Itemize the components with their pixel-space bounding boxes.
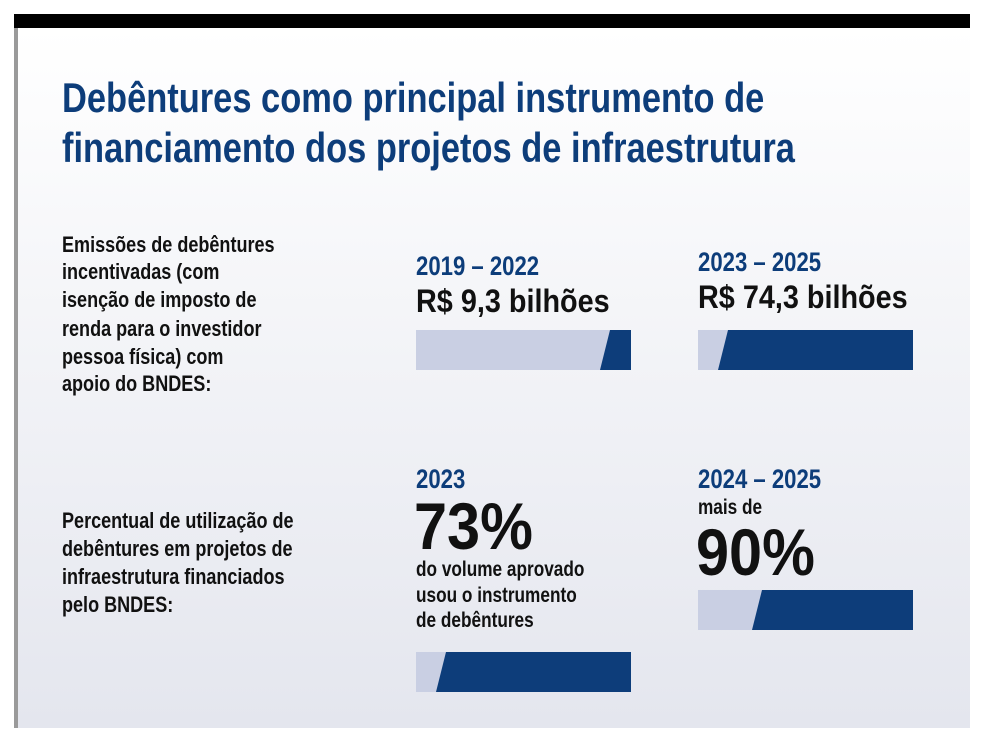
percent: 73% — [414, 489, 533, 563]
top-rule — [14, 14, 970, 28]
bar — [698, 330, 913, 370]
row-label-line: infraestrutura financiados — [62, 564, 285, 589]
row-label-line: debêntures em projetos de — [62, 536, 293, 561]
row-label-line: Emissões de debêntures — [62, 232, 275, 257]
row-label-line: pessoa física) com — [62, 344, 224, 369]
left-rule — [14, 28, 18, 728]
bar — [416, 652, 631, 692]
period: 2019 – 2022 — [416, 251, 540, 281]
amount: R$ 74,3 bilhões — [698, 279, 908, 315]
period: 2023 – 2025 — [698, 247, 822, 277]
title-line: Debêntures como principal instrumento de — [62, 74, 765, 121]
row-label-line: isenção de imposto de — [62, 287, 257, 312]
amount: R$ 9,3 bilhões — [416, 283, 610, 319]
note-line: usou o instrumento — [416, 584, 577, 607]
row-label-line: Percentual de utilização de — [62, 508, 294, 533]
percent: 90% — [696, 515, 815, 589]
note-line: do volume aprovado — [416, 558, 585, 581]
bar — [698, 590, 913, 630]
period: 2024 – 2025 — [698, 464, 822, 494]
row-label-line: incentivadas (com — [62, 259, 220, 284]
row-label-line: apoio do BNDES: — [62, 371, 212, 396]
row-label-line: pelo BNDES: — [62, 592, 174, 617]
title-line: financiamento dos projetos de infraestru… — [62, 124, 795, 171]
prefix: mais de — [698, 496, 763, 519]
note-line: de debêntures — [416, 609, 534, 632]
bar — [416, 330, 631, 370]
period: 2023 — [416, 464, 466, 494]
row-label-line: renda para o investidor — [62, 316, 262, 341]
